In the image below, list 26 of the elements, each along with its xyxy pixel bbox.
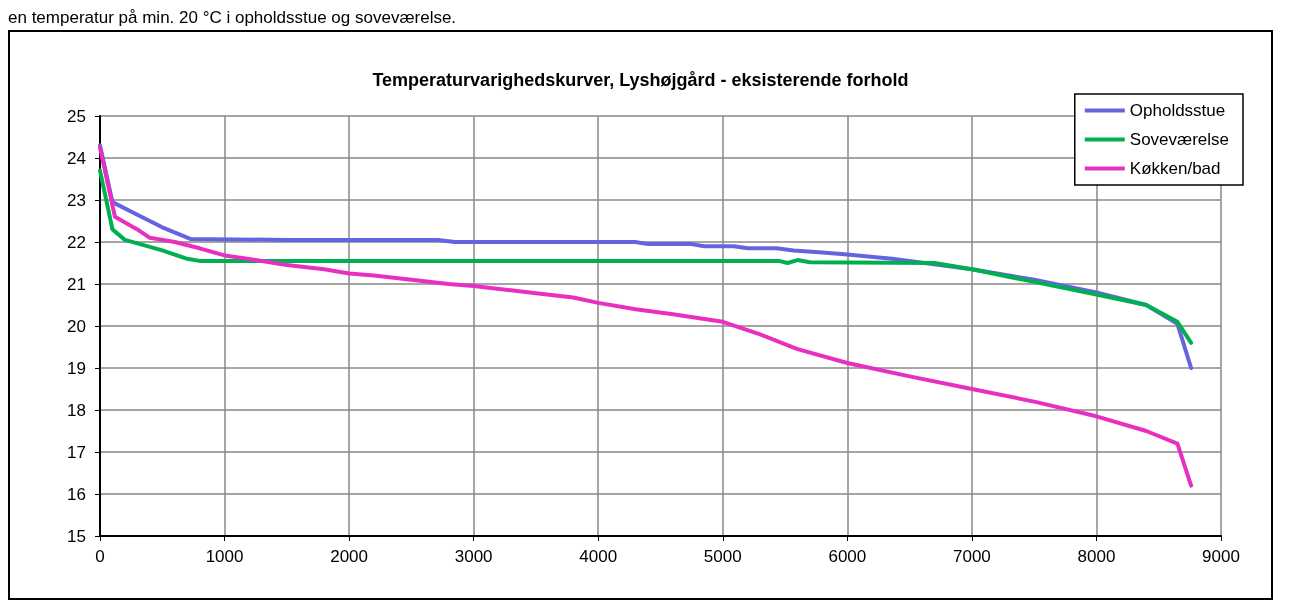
y-tick-label: 21 bbox=[67, 274, 86, 294]
y-tick-label: 16 bbox=[67, 484, 86, 504]
x-tick-label: 5000 bbox=[703, 547, 742, 566]
y-tick-label: 17 bbox=[67, 442, 86, 462]
x-tick-label: 6000 bbox=[828, 547, 867, 566]
x-tick-label: 3000 bbox=[454, 547, 493, 566]
y-tick-label: 18 bbox=[67, 400, 86, 420]
legend-label: Opholdsstue bbox=[1129, 101, 1226, 120]
legend-label: Soveværelse bbox=[1129, 130, 1230, 149]
x-tick-label: 1000 bbox=[205, 547, 244, 566]
x-tick-label: 0 bbox=[95, 547, 105, 566]
y-tick-label: 25 bbox=[67, 106, 86, 126]
x-tick-label: 4000 bbox=[579, 547, 618, 566]
y-tick-label: 23 bbox=[67, 190, 86, 210]
y-tick-label: 24 bbox=[67, 148, 86, 168]
y-tick-label: 20 bbox=[67, 316, 86, 336]
y-tick-label: 19 bbox=[67, 358, 86, 378]
x-tick-label: 2000 bbox=[330, 547, 369, 566]
y-tick-label: 22 bbox=[67, 232, 86, 252]
x-tick-label: 8000 bbox=[1077, 547, 1116, 566]
text: en temperatur på min. 20 °C i opholdsstue og soveværelse. bbox=[8, 8, 458, 28]
y-tick-label: 15 bbox=[67, 526, 86, 546]
x-tick-label: 7000 bbox=[952, 547, 991, 566]
x-tick-label: 9000 bbox=[1202, 547, 1240, 566]
chart-title: Temperaturvarighedskurver, Lyshøjgård - eksisterende forhold bbox=[372, 70, 909, 90]
legend-label: Køkken/bad bbox=[1129, 159, 1221, 178]
